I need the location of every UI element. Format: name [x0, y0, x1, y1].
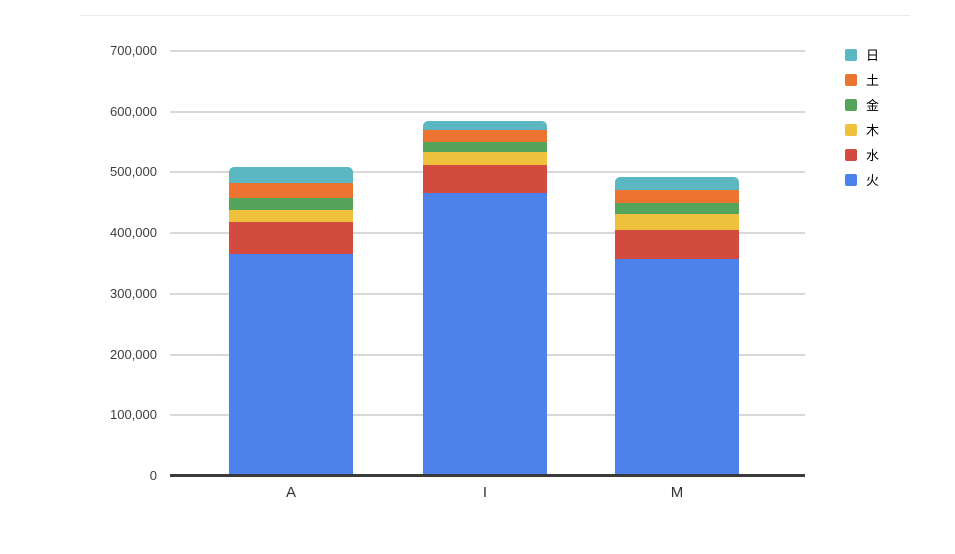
y-axis-tick-label: 200,000 [110, 346, 157, 362]
legend-label: 金 [866, 98, 880, 113]
y-axis-tick-label: 500,000 [110, 164, 157, 180]
bar-segment-土 [615, 190, 739, 203]
legend-label: 日 [866, 48, 880, 63]
x-axis-tick-label: M [670, 484, 684, 501]
legend-label: 木 [866, 123, 880, 138]
legend-item: 木 [845, 117, 879, 142]
legend-swatch-icon [845, 123, 857, 136]
bar-segment-金 [615, 202, 739, 214]
legend: 日 土 金 木 水 火 [845, 42, 879, 192]
bar-segment-木 [229, 210, 353, 222]
bar-segment-火 [229, 254, 353, 476]
x-axis-tick-label: I [482, 484, 488, 501]
legend-swatch-icon [845, 148, 857, 161]
bar-segment-日 [615, 176, 739, 191]
legend-swatch-icon [845, 173, 857, 186]
bar-segment-土 [423, 129, 547, 143]
y-axis-tick-label: 600,000 [110, 103, 157, 119]
bar-segment-火 [615, 259, 739, 476]
gridline [170, 50, 805, 52]
bar-segment-水 [229, 221, 353, 255]
legend-label: 水 [866, 148, 880, 163]
bar-segment-日 [423, 120, 547, 130]
bar-segment-水 [423, 164, 547, 194]
bar-segment-木 [423, 152, 547, 165]
chart-frame-top-border [80, 15, 910, 16]
x-axis-baseline [170, 474, 805, 477]
bar-segment-金 [229, 197, 353, 211]
bar-segment-土 [229, 182, 353, 198]
legend-item: 日 [845, 42, 879, 67]
legend-swatch-icon [845, 98, 857, 111]
bar-segment-金 [423, 142, 547, 153]
x-axis-tick-label: A [285, 484, 297, 501]
legend-item: 土 [845, 67, 879, 92]
y-axis-tick-label: 100,000 [110, 407, 157, 423]
legend-item: 水 [845, 142, 879, 167]
y-axis-tick-label: 400,000 [110, 225, 157, 241]
y-axis-tick-label: 0 [149, 468, 157, 483]
y-axis-tick-label: 300,000 [110, 285, 157, 301]
gridline [170, 110, 805, 113]
legend-label: 土 [866, 73, 880, 88]
bar-segment-水 [615, 230, 739, 260]
legend-item: 火 [845, 167, 879, 192]
legend-label: 火 [866, 173, 880, 188]
bar-segment-火 [423, 193, 547, 476]
bar-segment-日 [229, 166, 353, 183]
legend-swatch-icon [845, 73, 857, 86]
y-axis-tick-label: 700,000 [110, 43, 157, 58]
legend-item: 金 [845, 92, 879, 117]
bar-segment-木 [615, 213, 739, 231]
legend-swatch-icon [845, 48, 857, 61]
